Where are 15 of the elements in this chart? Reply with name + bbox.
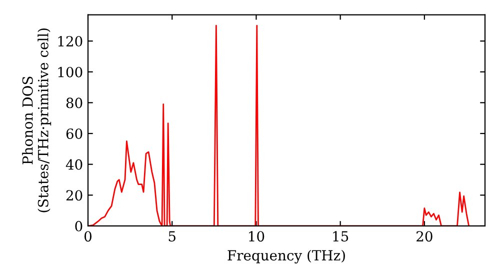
y-tick-label: 120 [58,36,82,47]
x-tick-label: 0 [84,231,92,242]
y-tick-label: 60 [66,128,82,139]
line-series [88,24,470,226]
y-tick-label: 100 [58,66,82,78]
y-tick-label: 80 [66,98,82,108]
y-tick-label: 20 [66,190,82,201]
y-axis-title: Phonon DOS (States/THz·primitive cell) [22,28,52,212]
y-tick-label: 0 [75,220,82,232]
y-tick-label: 40 [66,159,82,170]
x-tick-label: 5 [168,231,176,242]
x-tick-label: 10 [249,231,264,242]
x-tick-label: 15 [333,231,348,242]
x-tick-label: 20 [416,231,432,242]
x-axis-title: Frequency (THz) [228,250,345,264]
